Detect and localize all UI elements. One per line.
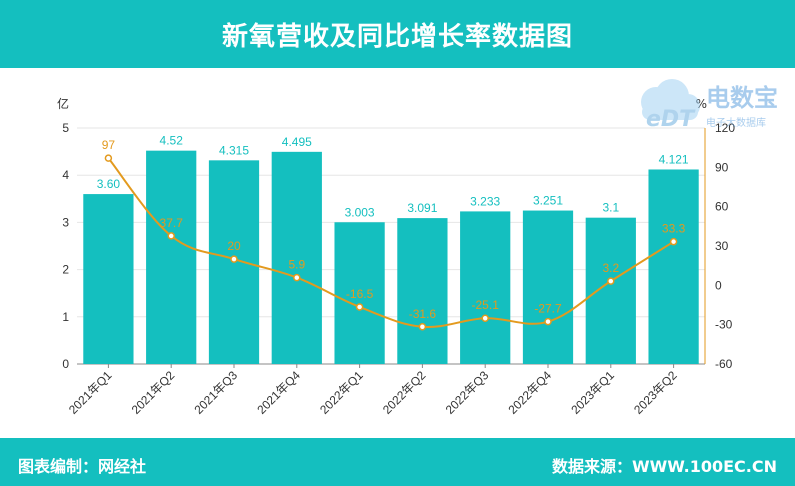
y-tick-right: 30	[715, 239, 729, 253]
footer-source-right: 数据来源：WWW.100EC.CN	[551, 457, 777, 476]
growth-point	[104, 154, 113, 162]
bar	[334, 222, 385, 364]
bar	[271, 151, 322, 364]
growth-point	[418, 323, 427, 331]
y-tick-left: 4	[62, 168, 69, 182]
x-tick-label: 2022年Q2	[380, 368, 429, 417]
growth-value-label: -27.7	[534, 302, 562, 316]
y-tick-right: 120	[715, 121, 735, 135]
growth-value-label: 5.9	[288, 258, 305, 272]
chart-footer: 图表编制：网经社 数据来源：WWW.100EC.CN	[0, 438, 795, 486]
bar-value-label: 4.121	[659, 152, 689, 166]
y-tick-left: 5	[62, 121, 69, 135]
growth-point	[607, 277, 615, 285]
watermark-name: 电数宝	[706, 84, 778, 112]
bar	[648, 169, 699, 364]
bar	[585, 217, 636, 364]
growth-value-label: -16.5	[346, 287, 374, 301]
bar-value-label: 3.233	[470, 194, 500, 208]
bar-value-label: 4.52	[160, 134, 184, 148]
y-tick-right: 60	[715, 200, 729, 214]
bar	[460, 211, 511, 364]
bar	[397, 218, 448, 364]
y-tick-right: -30	[715, 318, 733, 332]
watermark-sub: 电子大数据库	[706, 116, 766, 129]
y-tick-right: -60	[715, 357, 733, 371]
growth-point	[293, 273, 301, 282]
y-tick-right: 90	[715, 160, 729, 174]
growth-value-label: 37.7	[160, 216, 184, 230]
x-tick-label: 2021年Q2	[129, 368, 178, 417]
chart-title: 新氧营收及同比增长率数据图	[221, 21, 573, 52]
x-tick-label: 2022年Q3	[443, 368, 492, 417]
bar-value-label: 3.1	[602, 201, 619, 215]
x-tick-label: 2023年Q2	[631, 368, 680, 417]
y-unit-right: %	[696, 97, 707, 111]
bar-value-label: 4.495	[282, 135, 312, 149]
growth-point	[167, 232, 175, 240]
watermark-logo-text: eDT	[646, 107, 696, 132]
y-tick-left: 2	[62, 263, 69, 277]
growth-point	[481, 314, 489, 322]
growth-value-label: 33.3	[662, 222, 686, 236]
chart-header: 新氧营收及同比增长率数据图	[0, 0, 795, 68]
growth-point	[544, 317, 552, 326]
chart-plot: 0 1 2 3 4 5 -60 -30 0 30 60 90 120 亿 % 2021年Q1 2021年Q2 20…	[57, 96, 735, 417]
x-tick-label: 2021年Q4	[254, 368, 303, 417]
growth-point	[669, 237, 678, 246]
bar-value-label: 3.091	[407, 201, 437, 215]
x-tick-label: 2022年Q1	[317, 368, 366, 417]
growth-value-label: -31.6	[409, 307, 437, 321]
growth-line	[107, 157, 675, 329]
y-tick-right: 0	[715, 278, 722, 292]
growth-value-label: 3.2	[602, 261, 619, 275]
y-tick-left: 0	[62, 357, 69, 371]
y-tick-left: 1	[62, 310, 69, 324]
y-tick-left: 3	[62, 215, 69, 229]
bar-value-label: 3.60	[97, 177, 121, 191]
watermark-logo: eDT 电数宝 电子大数据库	[641, 79, 778, 132]
x-tick-label: 2021年Q3	[192, 368, 241, 417]
growth-value-label: -25.1	[472, 298, 500, 312]
x-tick-label: 2022年Q4	[506, 368, 555, 417]
bar-value-label: 4.315	[219, 143, 249, 157]
footer-source-left: 图表编制：网经社	[18, 457, 147, 476]
growth-value-label: 20	[227, 239, 241, 253]
growth-point	[230, 255, 238, 263]
growth-value-label: 97	[102, 138, 116, 152]
growth-point	[355, 303, 364, 311]
x-tick-label: 2023年Q1	[568, 368, 617, 417]
bar	[83, 194, 134, 364]
x-tick-label: 2021年Q1	[66, 368, 115, 417]
bar	[146, 150, 197, 364]
bar-value-label: 3.251	[533, 194, 563, 208]
bar-value-label: 3.003	[345, 205, 375, 219]
bar	[522, 210, 574, 364]
y-unit-left: 亿	[57, 96, 69, 111]
